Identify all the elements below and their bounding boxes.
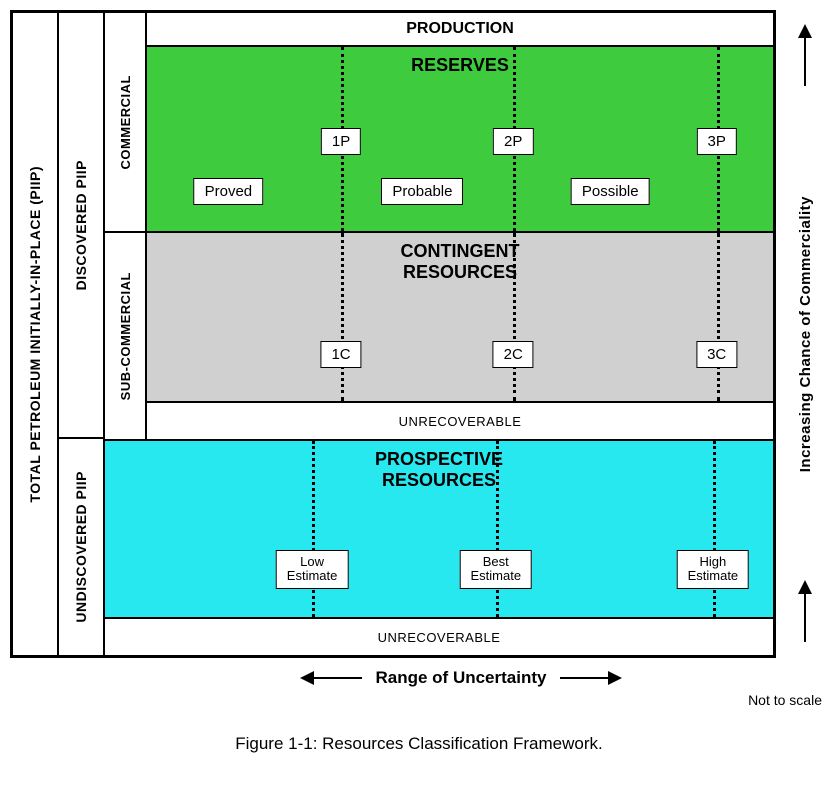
- divider-dashed: [341, 233, 344, 401]
- arrow-up-icon: [804, 582, 806, 642]
- reserves-proved: Proved: [194, 178, 264, 205]
- contingent-code-2c: 2C: [493, 341, 534, 368]
- prospective-title: PROSPECTIVE RESOURCES: [105, 441, 773, 490]
- resources-classification-diagram: TOTAL PETROLEUM INITIALLY-IN-PLACE (PIIP…: [10, 10, 828, 754]
- figure-caption: Figure 1-1: Resources Classification Fra…: [10, 734, 828, 754]
- divider-dashed: [312, 441, 315, 617]
- arrow-up-icon: [804, 26, 806, 86]
- arrow-right-icon: [560, 677, 620, 679]
- axis-commercial: COMMERCIAL: [105, 13, 147, 233]
- axis-label-bottom: Range of Uncertainty: [376, 668, 547, 688]
- axis-label-right: Increasing Chance of Commerciality: [797, 196, 814, 472]
- not-to-scale-note: Not to scale: [10, 692, 828, 708]
- contingent-code-3c: 3C: [696, 341, 737, 368]
- production-band: PRODUCTION: [147, 13, 773, 47]
- unrecoverable-1: UNRECOVERABLE: [147, 403, 773, 439]
- prospective-high: High Estimate: [677, 550, 750, 589]
- production-label: PRODUCTION: [406, 20, 514, 38]
- reserves-possible: Possible: [571, 178, 650, 205]
- divider-dashed: [713, 441, 716, 617]
- axis-bottom: Range of Uncertainty: [146, 668, 776, 688]
- reserves-code-3p: 3P: [696, 128, 736, 155]
- axis-subcommercial: SUB-COMMERCIAL: [105, 233, 147, 439]
- axis-label-piip: TOTAL PETROLEUM INITIALLY-IN-PLACE (PIIP…: [27, 166, 43, 503]
- reserves-probable: Probable: [381, 178, 463, 205]
- unrecoverable-1-label: UNRECOVERABLE: [399, 414, 522, 429]
- axis-undiscovered-piip: UNDISCOVERED PIIP: [59, 439, 105, 655]
- unrecoverable-2: UNRECOVERABLE: [105, 619, 773, 655]
- prospective-best: Best Estimate: [459, 550, 532, 589]
- reserves-code-1p: 1P: [321, 128, 361, 155]
- prospective-low: Low Estimate: [276, 550, 349, 589]
- reserves-title: RESERVES: [147, 47, 773, 76]
- divider-dashed: [496, 441, 499, 617]
- contingent-title: CONTINGENT RESOURCES: [147, 233, 773, 282]
- axis-discovered-piip: DISCOVERED PIIP: [59, 13, 105, 439]
- axis-label-subcommercial: SUB-COMMERCIAL: [118, 272, 133, 400]
- axis-label-undiscovered: UNDISCOVERED PIIP: [73, 471, 89, 623]
- arrow-left-icon: [302, 677, 362, 679]
- contingent-band: CONTINGENT RESOURCES 1C 2C 3C: [147, 233, 773, 403]
- axis-right: Increasing Chance of Commerciality: [782, 10, 828, 658]
- divider-dashed: [513, 233, 516, 401]
- axis-label-commercial: COMMERCIAL: [118, 75, 133, 170]
- unrecoverable-2-label: UNRECOVERABLE: [378, 630, 501, 645]
- divider-dashed: [717, 233, 720, 401]
- axis-label-discovered: DISCOVERED PIIP: [73, 160, 89, 290]
- reserves-band: RESERVES 1P 2P 3P Proved Probable Possib…: [147, 47, 773, 233]
- prospective-band: PROSPECTIVE RESOURCES Low Estimate Best …: [105, 441, 773, 619]
- axis-left-piip: TOTAL PETROLEUM INITIALLY-IN-PLACE (PIIP…: [13, 13, 59, 655]
- contingent-code-1c: 1C: [320, 341, 361, 368]
- reserves-code-2p: 2P: [493, 128, 533, 155]
